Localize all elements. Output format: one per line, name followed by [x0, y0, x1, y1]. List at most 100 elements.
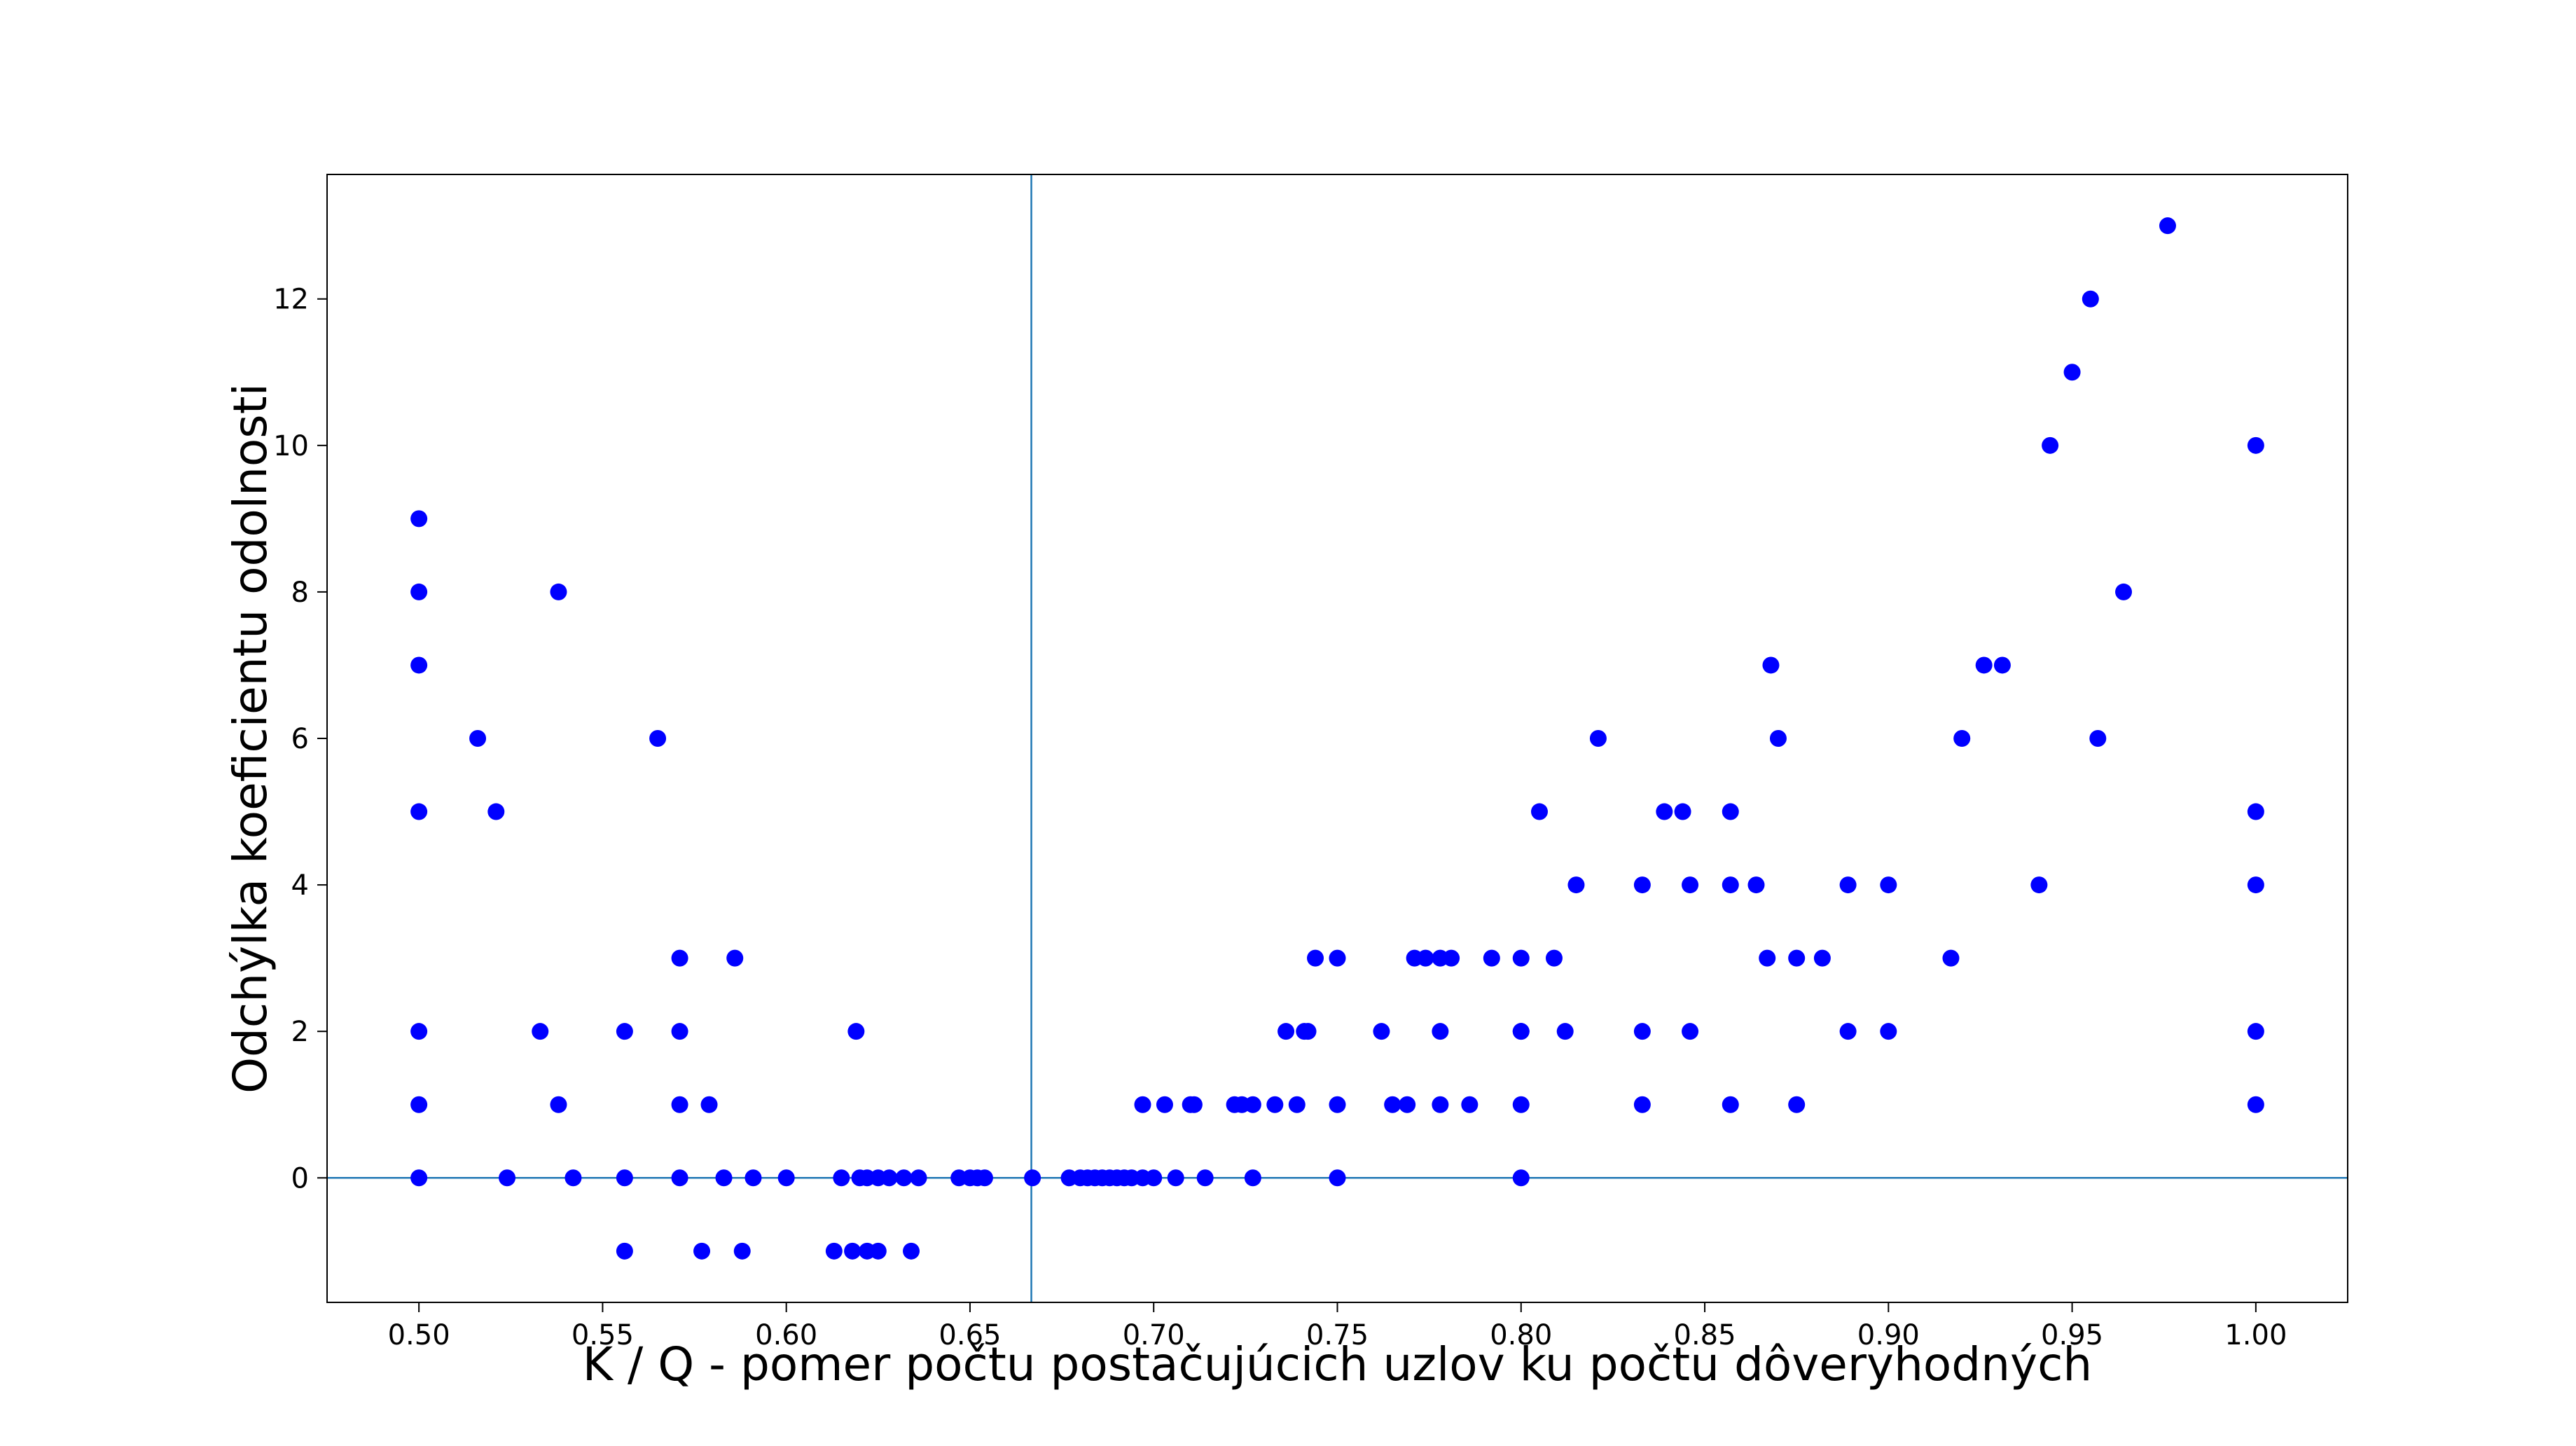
- data-point: [565, 1169, 582, 1187]
- data-point: [1880, 876, 1897, 894]
- data-point: [1589, 730, 1607, 747]
- data-point: [2247, 876, 2264, 894]
- x-tick-label: 0.65: [939, 1319, 1001, 1351]
- data-point: [1134, 1096, 1151, 1113]
- data-point: [616, 1023, 633, 1040]
- data-point: [1788, 949, 1806, 967]
- data-point: [910, 1169, 927, 1187]
- data-point: [1993, 656, 2011, 674]
- data-point: [700, 1096, 718, 1113]
- data-point: [1674, 803, 1691, 820]
- data-point: [1443, 949, 1460, 967]
- data-point: [550, 583, 567, 600]
- x-tick-label: 0.55: [572, 1319, 634, 1351]
- data-point: [869, 1242, 887, 1260]
- data-point: [895, 1169, 913, 1187]
- data-point: [1975, 656, 1993, 674]
- x-axis-title: K / Q - pomer počtu postačujúcich uzlov …: [583, 1337, 2092, 1391]
- data-point: [693, 1242, 711, 1260]
- x-tick-label: 0.60: [755, 1319, 817, 1351]
- data-point: [1682, 876, 1699, 894]
- data-point: [1399, 1096, 1416, 1113]
- data-point: [2082, 290, 2099, 308]
- data-point: [1762, 656, 1780, 674]
- data-point: [1839, 1023, 1857, 1040]
- data-point: [1556, 1023, 1574, 1040]
- y-tick-label: 8: [291, 577, 309, 609]
- data-point: [1461, 1096, 1479, 1113]
- data-point: [1769, 730, 1787, 747]
- data-point: [1747, 876, 1765, 894]
- data-point: [1417, 949, 1434, 967]
- data-point: [2089, 730, 2107, 747]
- y-tick-label: 10: [273, 430, 309, 462]
- data-point: [1432, 1023, 1449, 1040]
- x-tick-label: 0.85: [1674, 1319, 1736, 1351]
- data-point: [1880, 1023, 1897, 1040]
- data-point: [1722, 803, 1739, 820]
- data-point: [1167, 1169, 1184, 1187]
- y-axis-ticks: 0 2 4 6 8 10 12: [273, 284, 327, 1194]
- data-point: [715, 1169, 733, 1187]
- data-point: [2063, 364, 2081, 381]
- data-point: [410, 1023, 428, 1040]
- data-point: [1483, 949, 1500, 967]
- data-point: [616, 1169, 633, 1187]
- data-point: [825, 1242, 843, 1260]
- data-point: [1329, 1096, 1346, 1113]
- data-point: [1633, 876, 1651, 894]
- data-point: [1633, 1023, 1651, 1040]
- x-axis-ticks: 0.50 0.55 0.60 0.65 0.70 0.75 0.80 0.85 0.90 0.95…: [388, 1302, 2287, 1351]
- data-point: [1288, 1096, 1306, 1113]
- data-point: [1759, 949, 1776, 967]
- data-point: [1656, 803, 1673, 820]
- data-point: [671, 1023, 688, 1040]
- data-point: [1722, 876, 1739, 894]
- data-point: [847, 1023, 865, 1040]
- data-point: [1512, 1096, 1530, 1113]
- data-point: [1299, 1023, 1317, 1040]
- data-point: [410, 583, 428, 600]
- data-point: [1024, 1169, 1041, 1187]
- data-points: [410, 217, 2264, 1260]
- data-point: [1942, 949, 1960, 967]
- data-point: [2115, 583, 2133, 600]
- data-point: [1567, 876, 1585, 894]
- x-tick-label: 0.95: [2041, 1319, 2103, 1351]
- data-point: [2030, 876, 2048, 894]
- y-tick-label: 12: [273, 284, 309, 316]
- data-point: [2247, 1096, 2264, 1113]
- data-point: [1277, 1023, 1295, 1040]
- data-point: [1244, 1169, 1261, 1187]
- data-point: [532, 1023, 549, 1040]
- data-point: [671, 1096, 688, 1113]
- data-point: [733, 1242, 751, 1260]
- data-point: [880, 1169, 898, 1187]
- data-point: [2159, 217, 2176, 235]
- data-point: [1788, 1096, 1806, 1113]
- data-point: [499, 1169, 516, 1187]
- data-point: [487, 803, 505, 820]
- x-tick-label: 1.00: [2224, 1319, 2287, 1351]
- x-tick-label: 0.50: [388, 1319, 450, 1351]
- data-point: [1545, 949, 1563, 967]
- data-point: [671, 949, 688, 967]
- data-point: [1196, 1169, 1214, 1187]
- data-point: [1813, 949, 1831, 967]
- data-point: [745, 1169, 762, 1187]
- data-point: [410, 1169, 428, 1187]
- data-point: [2247, 1023, 2264, 1040]
- x-tick-label: 0.90: [1857, 1319, 1920, 1351]
- data-point: [777, 1169, 795, 1187]
- y-tick-label: 2: [291, 1016, 309, 1048]
- data-point: [2247, 803, 2264, 820]
- data-point: [833, 1169, 850, 1187]
- data-point: [1512, 1169, 1530, 1187]
- x-tick-label: 0.70: [1123, 1319, 1185, 1351]
- y-tick-label: 0: [291, 1162, 309, 1194]
- data-point: [1145, 1169, 1163, 1187]
- data-point: [1185, 1096, 1203, 1113]
- data-point: [1244, 1096, 1261, 1113]
- data-point: [410, 656, 428, 674]
